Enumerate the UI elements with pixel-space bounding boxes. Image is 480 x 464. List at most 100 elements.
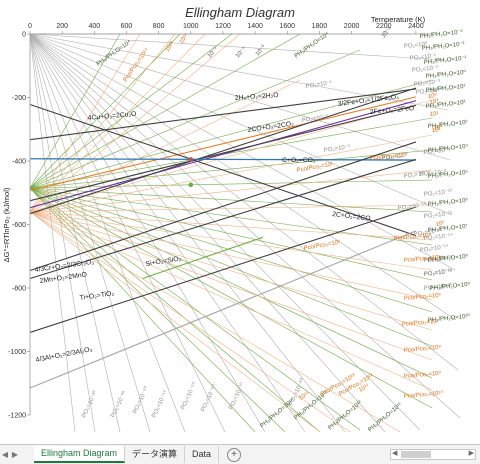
po2-scale-line	[29, 33, 421, 431]
h2-scale-line	[29, 187, 321, 433]
scale-label: PO₂=10⁻¹⁶	[423, 267, 453, 278]
scale-label: PO₂=10⁻⁶⁰	[199, 383, 218, 413]
h2-scale-line	[29, 187, 433, 313]
po2-scale-line	[29, 33, 76, 433]
reaction-label: 2Fe+O₂=2FeO	[370, 105, 415, 116]
h2-scale-line	[29, 187, 433, 379]
h2-scale-line	[29, 33, 233, 189]
ellingham-chart: 0 200 400 600 800 1000 1200 1400 1600 1800 2000 220…	[2, 5, 471, 434]
scale-label: 10⁻³	[255, 44, 267, 57]
reaction-line	[29, 87, 417, 215]
x-tick-label: 2200	[376, 23, 392, 30]
tab-data[interactable]: Data	[185, 446, 220, 463]
po2-scale-line	[29, 33, 456, 271]
scale-label: PO₂=10⁻⁵⁰	[179, 381, 198, 411]
co-scale-line	[29, 211, 433, 331]
scale-label: 10¹²	[179, 33, 190, 45]
h2-scale-line	[29, 33, 301, 189]
po2-scale-line	[29, 33, 386, 433]
scale-label: PO₂=10⁻³	[301, 114, 328, 124]
reaction-line	[29, 104, 417, 202]
scale-label: 10¹	[430, 111, 439, 118]
scale-label: Pco/Pco₂=10⁶	[404, 292, 442, 302]
po2-scale-line	[29, 33, 151, 433]
scale-label: PO₂=10⁻⁶	[423, 146, 451, 156]
horizontal-scrollbar[interactable]: ◀ ▶	[390, 449, 476, 460]
scale-label: PO₂=10⁻¹⁴	[419, 243, 449, 254]
scroll-thumb[interactable]	[401, 451, 431, 458]
scale-label: Pco/Pco₂=10⁵	[404, 254, 442, 264]
y-tick-label: -200	[12, 95, 26, 102]
y-tick-label: -400	[12, 159, 26, 166]
scroll-left-icon[interactable]: ◀	[392, 450, 398, 457]
h2-scale-line	[29, 187, 286, 433]
reaction-line	[29, 141, 417, 272]
h2-scale-line	[29, 117, 433, 189]
reaction-line	[29, 206, 417, 333]
y-axis-label: ΔG°=RTlnPo₂ (kJ/mol)	[2, 187, 11, 262]
scale-label: PO₂=10⁻¹⁰	[397, 201, 427, 212]
h2-scale-line	[29, 33, 181, 189]
y-tick-label: -800	[12, 286, 26, 293]
scale-label: Pco/Pco₂=10⁷	[402, 318, 440, 328]
co-scale-line	[29, 134, 433, 213]
h2-scale-line	[29, 149, 433, 189]
tab-prev-icon[interactable]: ◀	[1, 450, 9, 459]
reaction-label: 4/3Al+O₂=2/3Al₂O₃	[35, 346, 93, 364]
scale-label: PO₂=10⁻¹⁶	[423, 254, 453, 264]
scale-label: PH₂/PH₂O=10⁻³	[420, 30, 463, 40]
scale-label: 10¹¹	[358, 383, 370, 394]
scale-label: PO₂=10⁻⁸	[419, 168, 447, 178]
co-scale-line	[29, 99, 433, 213]
x-tick-label: 1600	[279, 23, 295, 30]
h2-scale-line	[29, 187, 361, 431]
reaction-line	[29, 96, 417, 192]
x-tick-label: 1200	[215, 23, 231, 30]
tab-next-icon[interactable]: ▶	[11, 450, 19, 459]
co-scale-line	[29, 211, 351, 433]
reaction-line	[29, 230, 417, 389]
scale-label: PO₂=10⁻¹⁸	[423, 268, 453, 278]
reaction-label: Ti+O₂=TiO₂	[79, 290, 115, 302]
scale-label: 10⁴	[433, 123, 444, 132]
x-axis-label: Temperature (K)	[371, 15, 426, 24]
y-tick-label: -1200	[8, 413, 26, 420]
scale-label: PO₂=10⁰	[403, 41, 428, 50]
scale-label: PH₂/PH₂O=10²	[426, 100, 466, 110]
scale-label: 10⁰	[428, 92, 438, 100]
x-tick-label: 0	[28, 23, 32, 30]
reaction-label: 4Cu+O₂=2Cu₂O	[88, 111, 137, 122]
po2-scale-line	[29, 33, 449, 111]
reaction-label: C+O₂=CO₂	[282, 157, 316, 164]
scale-label: PH₂/PH₂O=10⁻¹	[424, 56, 467, 66]
reaction-lines	[29, 87, 417, 389]
co-scale-line	[29, 169, 433, 213]
scale-label: PH₂/PH₂O=10¹²	[327, 400, 363, 431]
scale-label: Pco/Pco₂=10⁸	[404, 344, 442, 354]
scroll-right-icon[interactable]: ▶	[468, 450, 474, 457]
co-scale-line	[29, 33, 206, 213]
scale-label: 10¹⁵	[298, 390, 312, 402]
scale-label: 10²	[432, 127, 441, 134]
reaction-label: 2H₂+O₂=2H₂O	[235, 92, 279, 102]
scale-label: PO₂=10⁻¹²	[424, 211, 453, 220]
x-tick-label: 600	[121, 23, 133, 30]
scale-label: PH₂/PH₂O=10⁻²	[422, 42, 465, 52]
scale-label: PO₂=10⁻⁴⁰	[131, 385, 150, 415]
scale-label: PO₂=10⁻¹	[305, 80, 332, 90]
scale-label: PH₂/PH₂O=10¹¹	[367, 402, 403, 433]
scale-label: PH₂/PH₂O=10⁵	[427, 169, 468, 180]
co-scale-line	[29, 204, 433, 213]
scale-label: PO₂=10⁻⁷	[381, 151, 408, 162]
scale-label: PO₂=10⁻²	[412, 65, 439, 74]
tab-data-calculation[interactable]: データ演算	[125, 446, 186, 463]
scale-label: PO₂=10⁻⁸	[403, 169, 431, 180]
x-tick-label: 200	[56, 23, 68, 30]
scale-label: PO₂=10⁻³	[414, 79, 441, 88]
add-sheet-button[interactable]: +	[227, 447, 242, 462]
h2-scale-line	[29, 79, 433, 189]
reaction-marker	[188, 157, 194, 162]
scale-lines	[29, 33, 461, 433]
tab-ellingham-diagram[interactable]: Ellingham Diagram	[34, 446, 126, 463]
po2-scale-line	[29, 33, 306, 433]
